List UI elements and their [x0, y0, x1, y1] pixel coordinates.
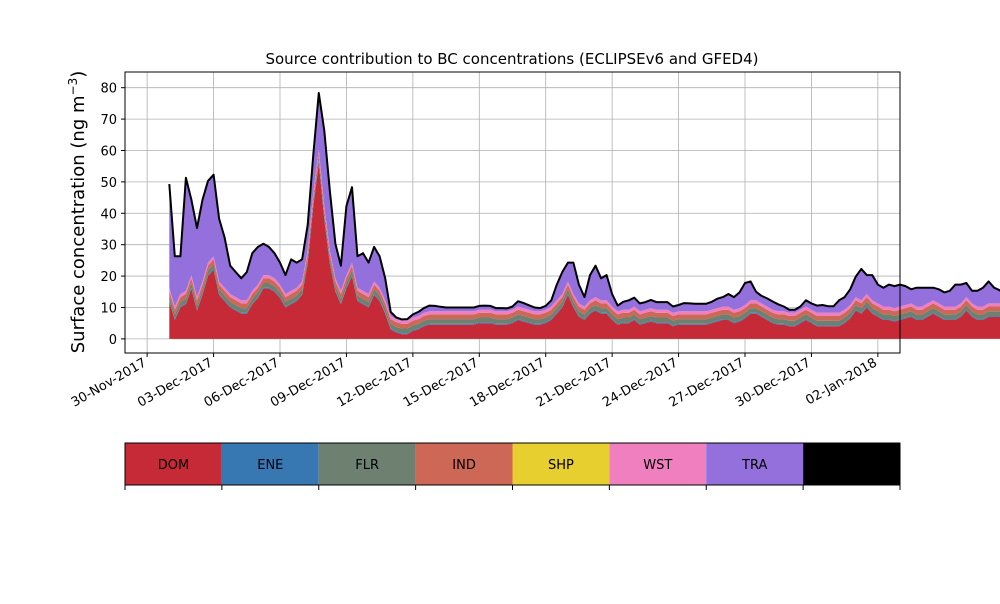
legend-swatch-ind: [415, 443, 513, 485]
area-series-tra: [169, 93, 1000, 321]
total-concentration-line: [168, 92, 1000, 321]
area-series-dom: [169, 163, 1000, 339]
stacked-areas: [169, 93, 1000, 339]
legend-swatch-tra: [706, 443, 804, 485]
legend-swatch-dom: [125, 443, 222, 485]
y-tick-label: 60: [100, 144, 117, 159]
area-series-ind: [169, 152, 1000, 329]
legend-label-dom: DOM: [158, 458, 189, 473]
legend-label-shp: SHP: [548, 458, 574, 473]
legend-label-ene: ENE: [257, 458, 283, 473]
legend-swatch-shp: [512, 443, 610, 485]
y-tick-label: 50: [100, 176, 117, 191]
legend-label-bb: BB: [843, 458, 861, 473]
y-tick-label: 40: [100, 207, 117, 222]
x-tick-label: 30-Dec-2017: [733, 355, 813, 410]
plot-frame: [124, 71, 901, 354]
legend-label-flr: FLR: [355, 458, 379, 473]
y-tick-label: 10: [100, 301, 117, 316]
legend-swatch-flr: [318, 443, 416, 485]
y-axis: 0 10 20 30 40 50 60 70 80: [100, 82, 125, 348]
y-tick-label: 30: [100, 239, 117, 254]
legend-label-tra: TRA: [741, 458, 767, 473]
chart-title: Source contribution to BC concentrations…: [265, 50, 758, 68]
x-tick-label: 02-Jan-2018: [803, 355, 880, 408]
legend-label-ind: IND: [452, 458, 476, 473]
x-axis: 30-Nov-201703-Dec-201706-Dec-201709-Dec-…: [69, 353, 880, 411]
area-series-flr: [169, 157, 1000, 334]
legend-swatch-ene: [221, 443, 319, 485]
legend-label-wst: WST: [643, 458, 672, 473]
legend-swatch-wst: [609, 443, 707, 485]
y-axis-label: Surface concentration (ng m−3): [66, 71, 89, 354]
y-tick-label: 0: [109, 333, 117, 348]
total-line-layer: [168, 92, 1000, 321]
y-tick-label: 70: [100, 113, 117, 128]
y-tick-label: 20: [100, 270, 117, 285]
legend: DOM ENE FLR IND SHP WST TRA BB: [124, 442, 901, 490]
y-tick-label: 80: [100, 82, 117, 97]
legend-swatch-bb: [803, 443, 900, 485]
